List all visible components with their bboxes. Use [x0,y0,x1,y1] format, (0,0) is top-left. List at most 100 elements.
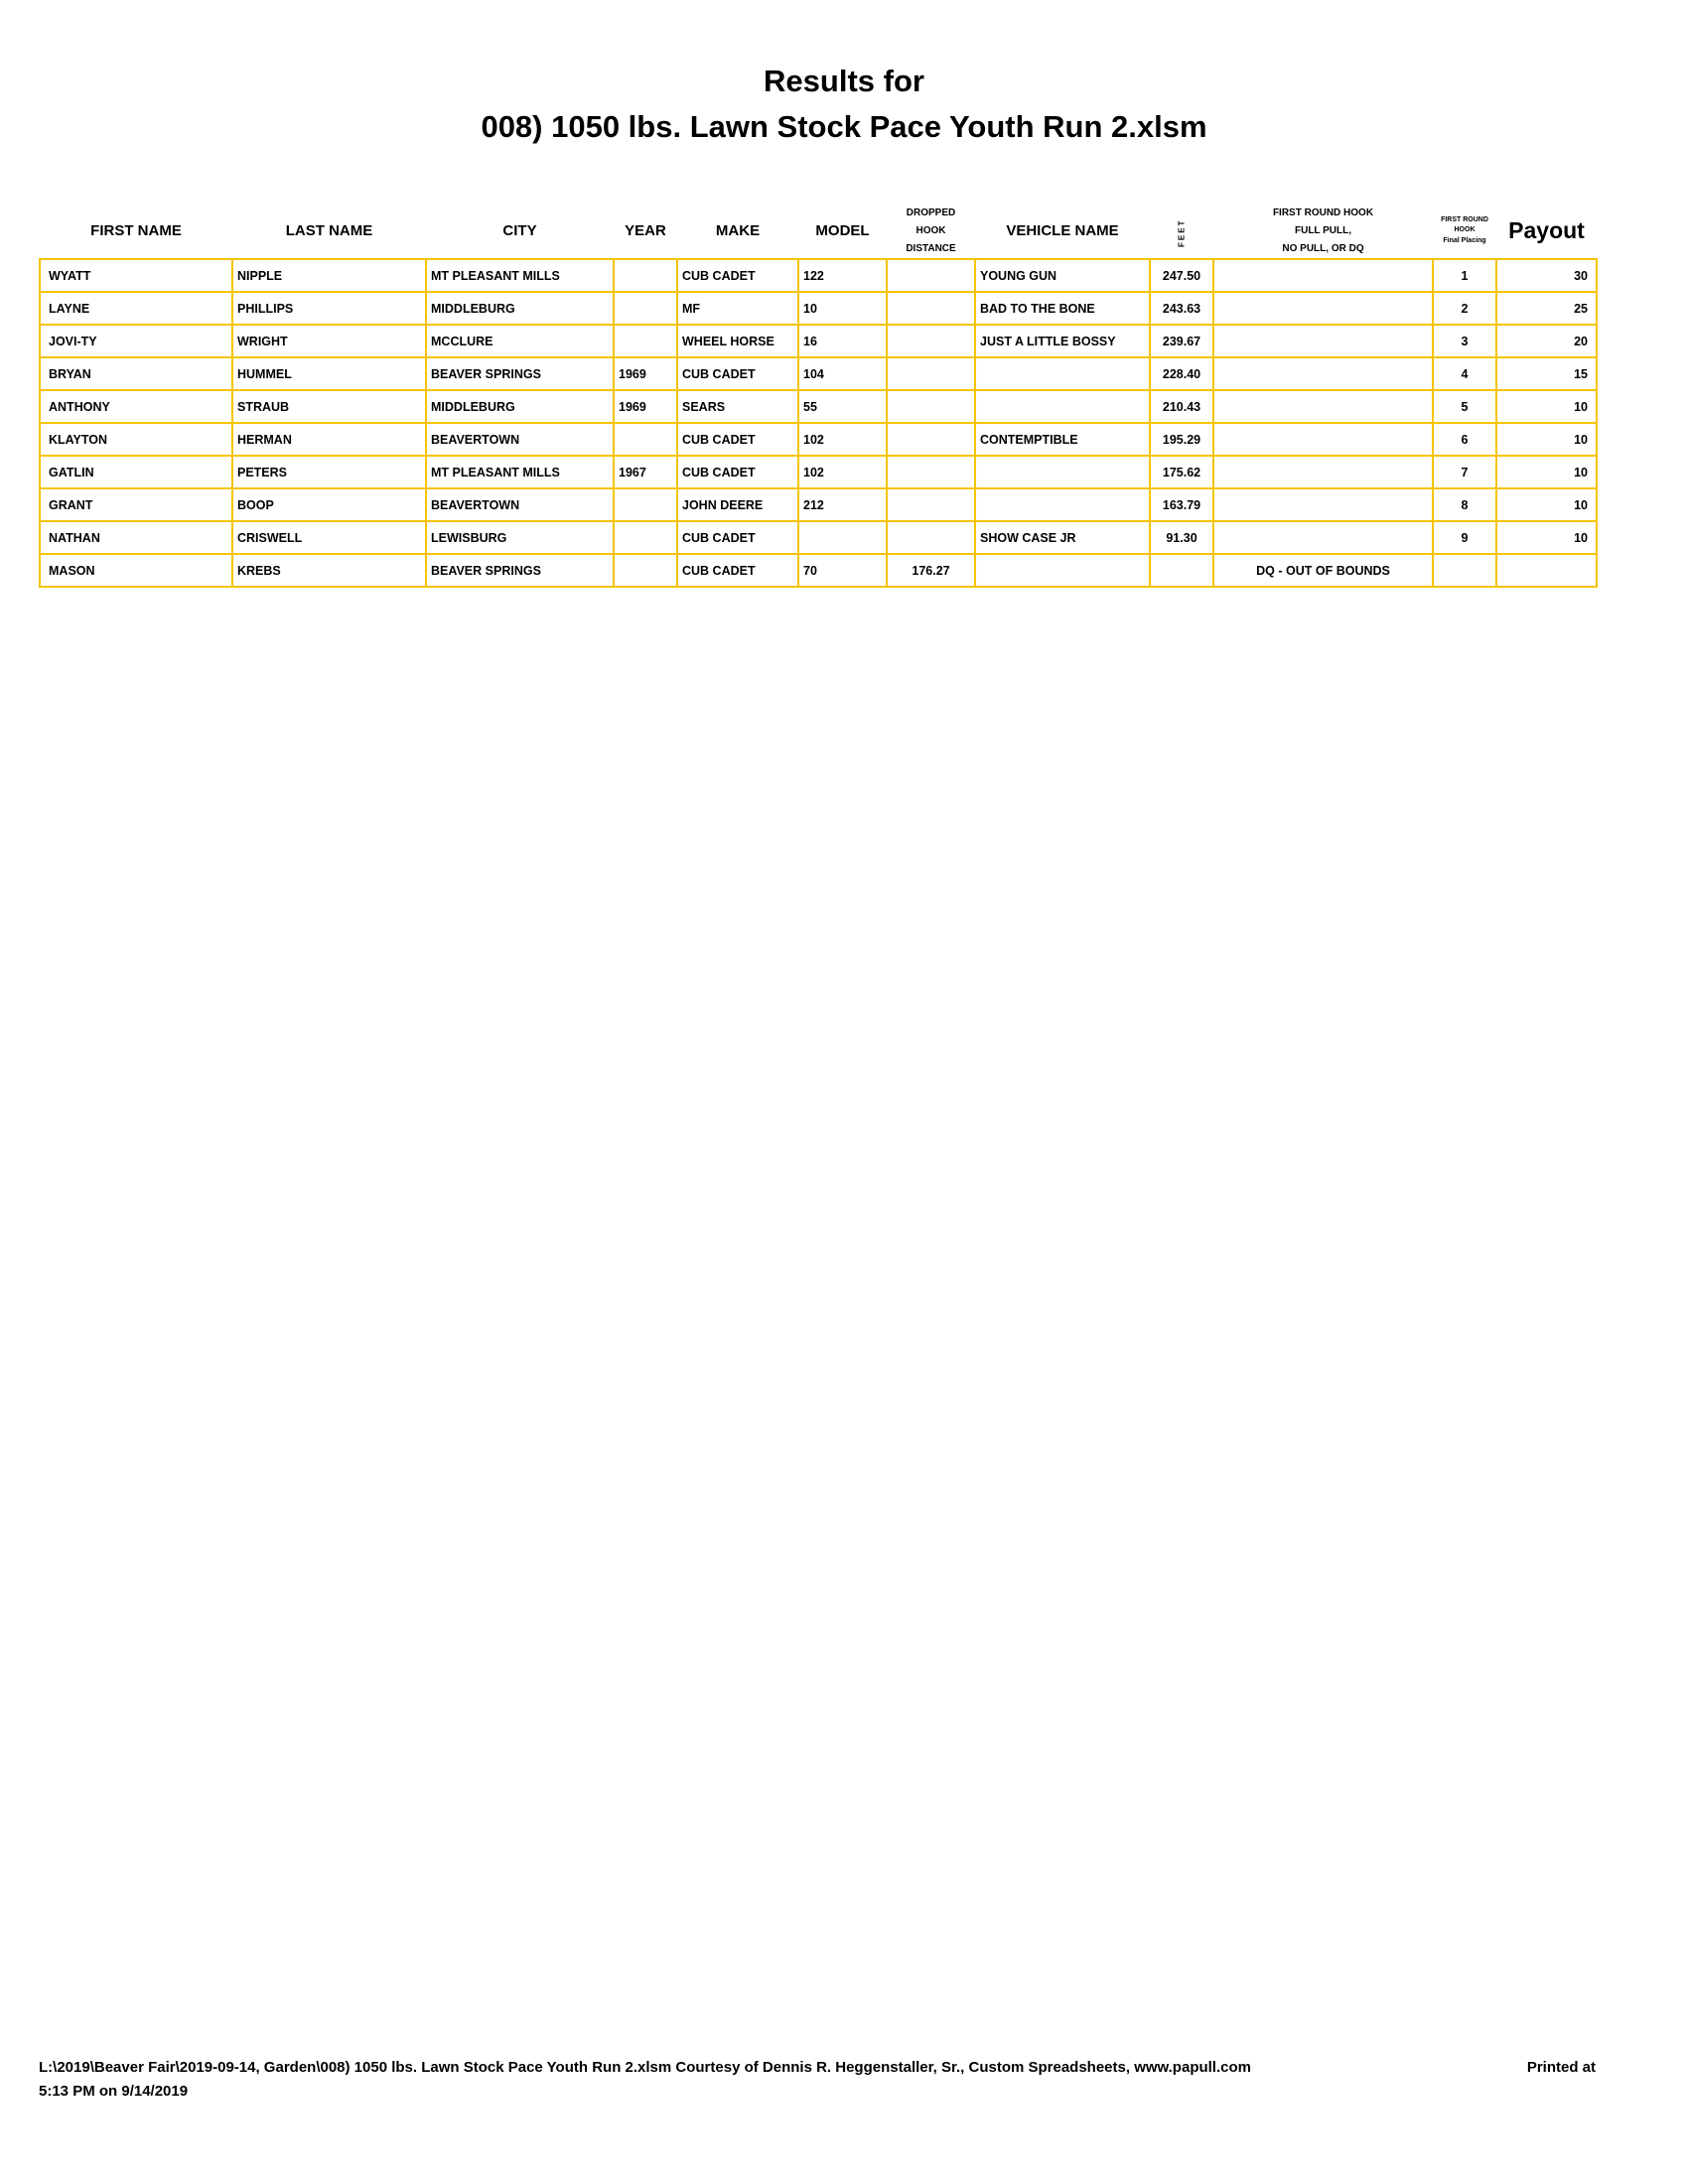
header-last-name: LAST NAME [285,221,373,239]
cell-hook [1212,389,1434,424]
cell-make: CUB CADET [676,520,799,555]
table-row: BRYAN HUMMEL BEAVER SPRINGS 1969 CUB CADET 10… [39,356,1598,391]
table-row: KLAYTON HERMAN BEAVERTOWN CUB CADET 102 CONTE… [39,422,1598,457]
header-make: MAKE [715,221,761,239]
header-dropped-hook-distance: DROPPED HOOK DISTANCE [887,204,975,259]
footer-line-1: L:\2019\Beaver Fair\2019-09-14, Garden\0… [39,2059,1596,2076]
cell-vehicle [974,389,1151,424]
cell-city: BEAVER SPRINGS [425,553,615,588]
header-vehicle-name: VEHICLE NAME [1006,221,1119,239]
cell-first: BRYAN [39,356,233,391]
header-row: FIRST NAME LAST NAME CITY YEAR MAKE MODE… [40,204,1597,259]
cell-payout: 25 [1495,291,1598,326]
table-row: GATLIN PETERS MT PLEASANT MILLS 1967 CUB CAD… [39,455,1598,489]
cell-last: NIPPLE [231,258,427,293]
cell-dropped [886,356,976,391]
header-line: FIRST ROUND HOOK [1272,206,1374,218]
cell-vehicle: JUST A LITTLE BOSSY [974,324,1151,358]
cell-feet: 175.62 [1149,455,1214,489]
cell-dropped [886,389,976,424]
cell-city: BEAVER SPRINGS [425,356,615,391]
cell-hook [1212,324,1434,358]
header-model: MODEL [815,221,870,239]
cell-dropped [886,422,976,457]
cell-dropped [886,520,976,555]
cell-model: 55 [797,389,888,424]
cell-last: BOOP [231,487,427,522]
cell-payout: 20 [1495,324,1598,358]
cell-year [613,324,678,358]
cell-feet [1149,553,1214,588]
cell-dropped [886,291,976,326]
cell-payout: 10 [1495,389,1598,424]
cell-first: ANTHONY [39,389,233,424]
header-payout: Payout [1508,216,1585,243]
cell-last: CRISWELL [231,520,427,555]
footer-printed-at: Printed at [1526,2059,1596,2076]
table-row: GRANT BOOP BEAVERTOWN JOHN DEERE 212 163.79 8 1… [39,487,1598,522]
header-line: HOOK [1454,226,1476,234]
cell-vehicle: CONTEMPTIBLE [974,422,1151,457]
cell-first: GRANT [39,487,233,522]
cell-last: HERMAN [231,422,427,457]
cell-vehicle [974,487,1151,522]
table-row: ANTHONY STRAUB MIDDLEBURG 1969 SEARS 55 210.43… [39,389,1598,424]
cell-payout: 10 [1495,422,1598,457]
header-feet-label: FEET [1177,218,1187,247]
cell-dropped [886,455,976,489]
cell-last: KREBS [231,553,427,588]
cell-model: 104 [797,356,888,391]
header-year: YEAR [625,221,666,239]
page-title: Results for [764,64,924,98]
cell-last: PETERS [231,455,427,489]
cell-last: PHILLIPS [231,291,427,326]
header-line: DROPPED [906,206,956,218]
cell-model: 212 [797,487,888,522]
cell-city: BEAVERTOWN [425,422,615,457]
cell-feet: 91.30 [1149,520,1214,555]
cell-city: MIDDLEBURG [425,389,615,424]
cell-place: 3 [1432,324,1497,358]
cell-make: JOHN DEERE [676,487,799,522]
cell-make: CUB CADET [676,553,799,588]
cell-vehicle [974,356,1151,391]
cell-make: CUB CADET [676,422,799,457]
cell-payout: 10 [1495,487,1598,522]
cell-payout: 10 [1495,520,1598,555]
cell-vehicle: YOUNG GUN [974,258,1151,293]
header-line: DISTANCE [906,242,956,254]
table-row: NATHAN CRISWELL LEWISBURG CUB CADET SHOW CAS… [39,520,1598,555]
footer-time: 5:13 PM on 9/14/2019 [39,2083,189,2100]
cell-feet: 210.43 [1149,389,1214,424]
cell-first: JOVI-TY [39,324,233,358]
cell-dropped [886,487,976,522]
cell-hook [1212,520,1434,555]
cell-year [613,553,678,588]
cell-feet: 195.29 [1149,422,1214,457]
cell-model: 102 [797,422,888,457]
cell-last: STRAUB [231,389,427,424]
cell-year: 1969 [613,389,678,424]
cell-feet: 247.50 [1149,258,1214,293]
cell-feet: 239.67 [1149,324,1214,358]
cell-city: MCCLURE [425,324,615,358]
cell-vehicle: BAD TO THE BONE [974,291,1151,326]
header-feet: FEET [1150,204,1213,259]
cell-year [613,291,678,326]
results-table: FIRST NAME LAST NAME CITY YEAR MAKE MODE… [39,204,1598,588]
cell-make: CUB CADET [676,356,799,391]
cell-first: GATLIN [39,455,233,489]
cell-year [613,520,678,555]
cell-year: 1967 [613,455,678,489]
cell-hook: DQ - OUT OF BOUNDS [1212,553,1434,588]
header-line: FIRST ROUND [1441,215,1488,223]
header-city: CITY [502,221,537,239]
header-first-name: FIRST NAME [90,221,182,239]
cell-feet: 243.63 [1149,291,1214,326]
cell-last: HUMMEL [231,356,427,391]
cell-vehicle [974,455,1151,489]
cell-city: MT PLEASANT MILLS [425,258,615,293]
cell-place: 7 [1432,455,1497,489]
cell-place: 2 [1432,291,1497,326]
cell-city: MIDDLEBURG [425,291,615,326]
